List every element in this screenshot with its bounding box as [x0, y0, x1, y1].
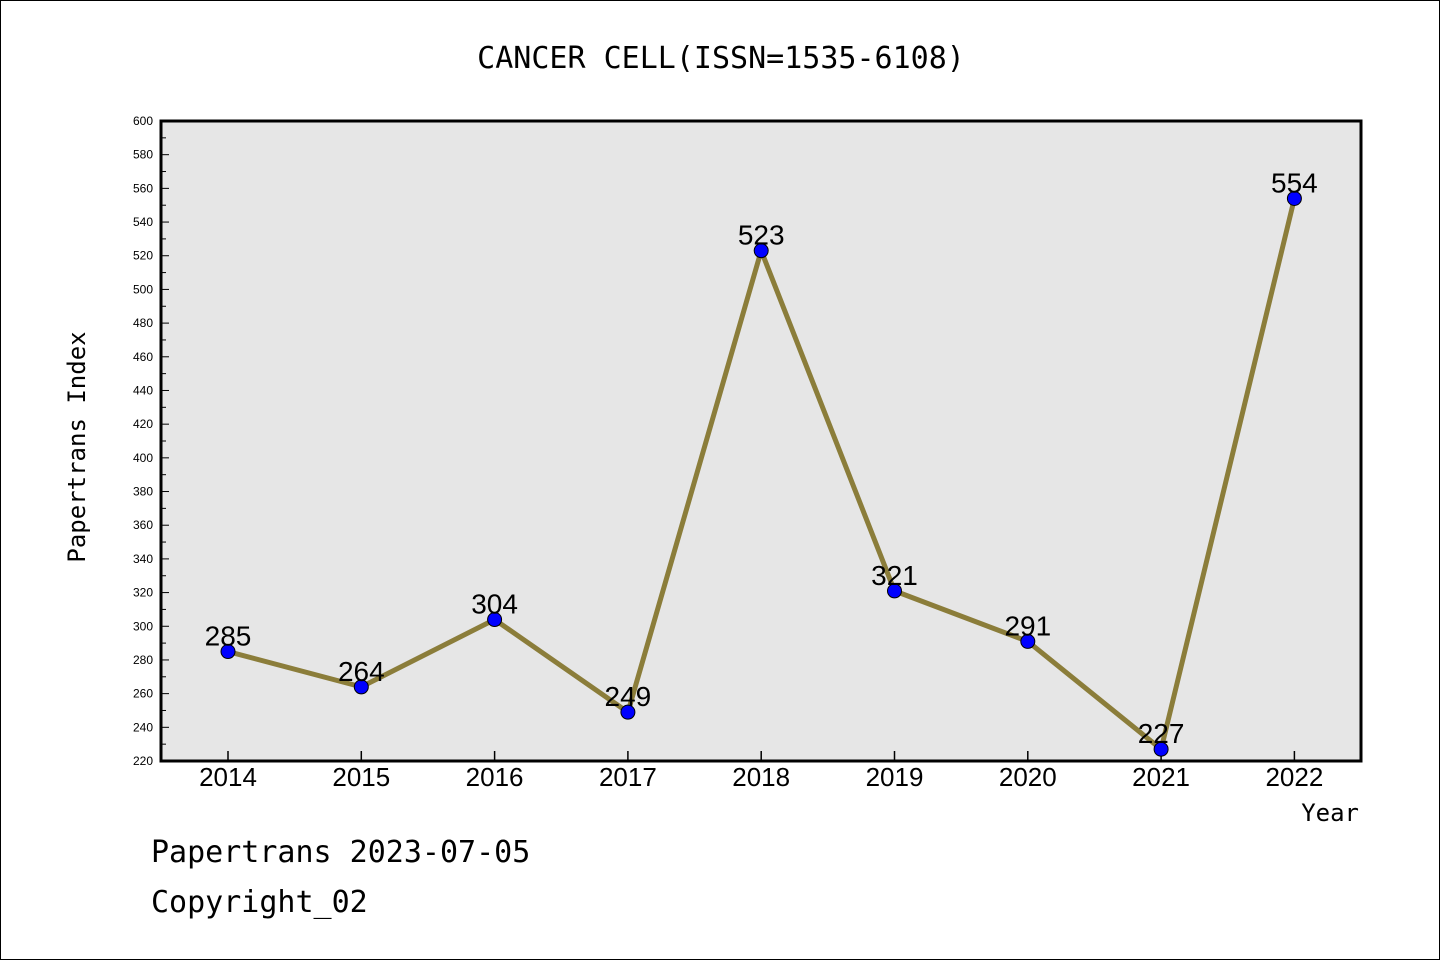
- y-tick-label: 220: [133, 754, 153, 768]
- data-point-marker: [1020, 633, 1036, 649]
- x-tick-label: 2018: [732, 762, 790, 792]
- data-label-group: 285 264 304 249 523 321 291 227 554: [205, 167, 1318, 749]
- y-axis-label: Papertrans Index: [63, 331, 91, 562]
- data-label: 227: [1138, 718, 1185, 749]
- x-tick-label: 2022: [1265, 762, 1323, 792]
- x-tick-label: 2020: [999, 762, 1057, 792]
- data-label: 264: [338, 656, 385, 687]
- y-tick-label: 600: [133, 114, 153, 128]
- y-tick-label: 300: [133, 619, 153, 633]
- y-tick-label: 340: [133, 552, 153, 566]
- data-point-marker: [887, 583, 902, 599]
- footer-copyright-text: Copyright_02: [151, 885, 368, 920]
- y-tick-label: 560: [133, 181, 153, 195]
- y-axis: 220 240 260 280 300 320 340 360 380 400 420 440 460 4…: [133, 114, 169, 768]
- data-label: 321: [871, 560, 918, 591]
- y-tick-label: 540: [133, 215, 153, 229]
- y-tick-label: 500: [133, 282, 153, 296]
- data-point-marker: [487, 612, 503, 628]
- y-tick-label: 280: [133, 653, 153, 667]
- data-label: 554: [1271, 167, 1318, 198]
- data-label: 523: [738, 220, 785, 251]
- y-tick-label: 260: [133, 687, 153, 701]
- y-tick-label: 480: [133, 316, 153, 330]
- data-label: 285: [205, 621, 252, 652]
- x-tick-label: 2015: [332, 762, 390, 792]
- y-tick-label: 380: [133, 485, 153, 499]
- footer-date-text: Papertrans 2023-07-05: [151, 835, 531, 870]
- y-tick-label: 520: [133, 249, 153, 263]
- data-point-marker: [220, 644, 236, 660]
- marker-group: [220, 190, 1302, 757]
- x-tick-label: 2014: [199, 762, 257, 792]
- plot-border: [159, 119, 1363, 763]
- data-point-marker: [1153, 741, 1169, 757]
- y-tick-label: 240: [133, 720, 153, 734]
- chart-title: CANCER CELL(ISSN=1535-6108): [477, 41, 965, 76]
- data-point-marker: [353, 679, 369, 695]
- data-label: 304: [471, 589, 518, 620]
- y-tick-label: 360: [133, 518, 153, 532]
- y-tick-label: 440: [133, 383, 153, 397]
- y-tick-label: 400: [133, 451, 153, 465]
- x-tick-label: 2021: [1132, 762, 1190, 792]
- y-tick-label: 420: [133, 417, 153, 431]
- data-point-marker: [753, 243, 769, 259]
- x-tick-label: 2017: [599, 762, 657, 792]
- data-point-marker: [620, 704, 636, 720]
- x-tick-label: 2016: [466, 762, 524, 792]
- x-axis: 2014 2015 2016 2017 2018 2019 2020 2021 2022: [199, 751, 1323, 792]
- data-label: 249: [605, 681, 652, 712]
- y-tick-label: 460: [133, 350, 153, 364]
- y-tick-label: 320: [133, 586, 153, 600]
- data-point-marker: [1286, 190, 1302, 206]
- plot-area: [161, 121, 1361, 761]
- data-label: 291: [1004, 610, 1051, 641]
- x-axis-label: Year: [1301, 799, 1359, 827]
- x-tick-label: 2019: [866, 762, 924, 792]
- y-tick-label: 580: [133, 148, 153, 162]
